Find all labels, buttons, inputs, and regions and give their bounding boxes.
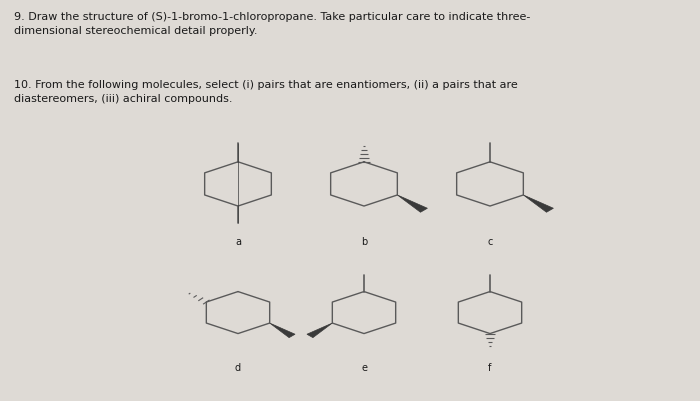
Text: a: a [235, 237, 241, 247]
Polygon shape [270, 323, 295, 338]
Text: d: d [235, 362, 241, 372]
Polygon shape [524, 195, 554, 213]
Polygon shape [398, 195, 428, 213]
Text: 9. Draw the structure of (S)-1-bromo-1-chloropropane. Take particular care to in: 9. Draw the structure of (S)-1-bromo-1-c… [14, 12, 531, 36]
Text: c: c [487, 237, 493, 247]
Text: f: f [489, 362, 491, 372]
Text: 10. From the following molecules, select (i) pairs that are enantiomers, (ii) a : 10. From the following molecules, select… [14, 80, 518, 104]
Polygon shape [307, 323, 332, 338]
Text: b: b [361, 237, 367, 247]
Text: e: e [361, 362, 367, 372]
